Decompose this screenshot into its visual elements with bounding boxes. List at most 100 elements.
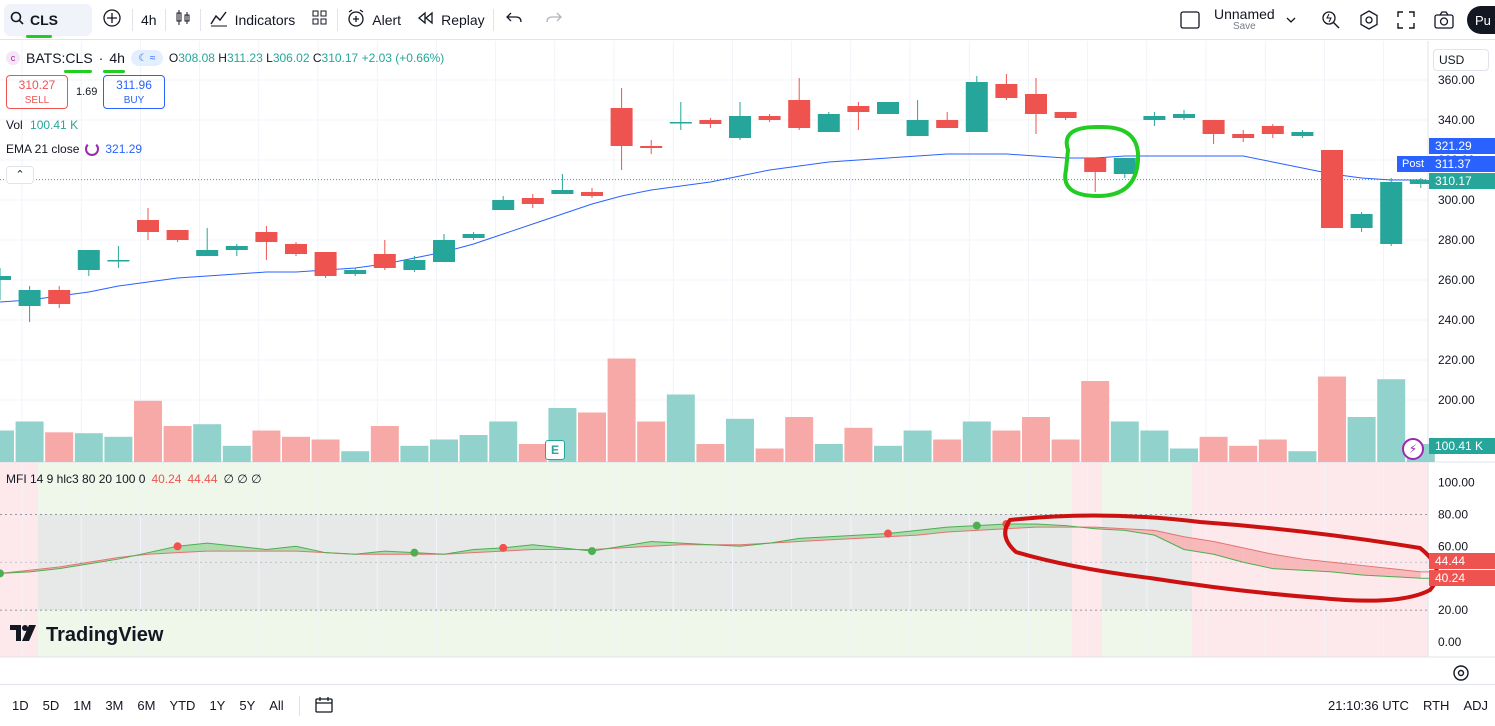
publish-button[interactable]: Pu bbox=[1467, 6, 1495, 34]
chart-type-button[interactable] bbox=[166, 0, 200, 40]
range-button-all[interactable]: All bbox=[269, 698, 284, 713]
legend-interval[interactable]: 4h bbox=[109, 50, 125, 66]
candle-body bbox=[1409, 180, 1432, 184]
legend-symbol[interactable]: BATS:CLS bbox=[26, 50, 93, 66]
volume-bar bbox=[104, 436, 133, 462]
layout-checkbox[interactable] bbox=[1180, 11, 1200, 32]
compare-button[interactable] bbox=[92, 0, 132, 40]
candle bbox=[640, 140, 663, 154]
candle bbox=[965, 76, 988, 132]
adj-button[interactable]: ADJ bbox=[1463, 698, 1488, 713]
candle-body bbox=[581, 192, 603, 196]
mfi-label: MFI 14 9 hlc3 80 20 100 0 bbox=[6, 472, 146, 486]
mfi-cross-dot bbox=[173, 542, 182, 551]
timezone-settings-icon[interactable] bbox=[1452, 664, 1470, 687]
range-button-5d[interactable]: 5D bbox=[42, 698, 60, 713]
range-button-5y[interactable]: 5Y bbox=[239, 698, 256, 713]
session-button[interactable]: RTH bbox=[1422, 698, 1450, 713]
candle bbox=[0, 268, 11, 300]
chevron-down-icon[interactable] bbox=[1285, 12, 1297, 28]
volume-legend[interactable]: Vol 100.41 K bbox=[6, 118, 78, 132]
volume-bar bbox=[1199, 436, 1228, 462]
settings-hexagon-icon[interactable] bbox=[1358, 9, 1380, 34]
volume-bar bbox=[252, 430, 281, 462]
candle bbox=[18, 286, 41, 322]
candle bbox=[373, 240, 396, 270]
loading-spinner-icon bbox=[85, 142, 100, 156]
candle bbox=[1084, 158, 1107, 192]
volume-bar bbox=[666, 394, 695, 462]
volume-bar bbox=[1288, 451, 1317, 462]
sell-button[interactable]: 310.27 SELL bbox=[6, 75, 68, 109]
candle-body bbox=[1143, 116, 1166, 120]
interval-button[interactable]: 4h bbox=[133, 0, 165, 40]
annotation-underline bbox=[103, 70, 125, 73]
candle bbox=[77, 250, 100, 276]
range-button-1m[interactable]: 1M bbox=[73, 698, 92, 713]
mfi-bearish-zone bbox=[1072, 462, 1102, 657]
volume-bar bbox=[578, 412, 606, 462]
mfi-value-2: 44.44 bbox=[187, 472, 218, 486]
range-button-6m[interactable]: 6M bbox=[137, 698, 156, 713]
indicators-button[interactable]: Indicators bbox=[201, 0, 304, 40]
replay-label: Replay bbox=[441, 11, 485, 28]
ema-line bbox=[0, 153, 1451, 303]
volume-bar bbox=[1051, 439, 1080, 462]
range-button-ytd[interactable]: YTD bbox=[169, 698, 196, 713]
candle-body bbox=[492, 200, 515, 210]
candle bbox=[462, 232, 485, 240]
replay-button[interactable]: Replay bbox=[409, 0, 493, 40]
volume-bar bbox=[459, 435, 488, 462]
collapse-legend-button[interactable]: ⌃ bbox=[6, 166, 34, 184]
candle-body bbox=[196, 250, 219, 256]
candle bbox=[1232, 130, 1255, 142]
annotation-green-circle bbox=[1063, 124, 1141, 199]
candle bbox=[1173, 110, 1195, 120]
currency-selector[interactable]: USD bbox=[1433, 49, 1489, 71]
layout-name-button[interactable]: Unnamed Save bbox=[1214, 6, 1275, 32]
candle-body bbox=[551, 190, 574, 194]
range-button-1y[interactable]: 1Y bbox=[209, 698, 226, 713]
mfi-badge-2: 40.24 bbox=[1429, 570, 1495, 586]
quick-search-icon[interactable] bbox=[1320, 9, 1342, 34]
candle-body bbox=[1232, 134, 1255, 138]
volume-bar bbox=[755, 448, 784, 462]
volume-bar bbox=[15, 421, 44, 462]
alert-button[interactable]: Alert bbox=[338, 0, 409, 40]
templates-button[interactable] bbox=[303, 0, 337, 40]
buy-button[interactable]: 311.96 BUY bbox=[103, 75, 165, 109]
range-button-1d[interactable]: 1D bbox=[12, 698, 29, 713]
candle bbox=[344, 268, 367, 276]
mfi-fill bbox=[1184, 536, 1214, 555]
price-tick-label: 260.00 bbox=[1438, 273, 1475, 287]
calendar-icon[interactable] bbox=[308, 695, 340, 716]
earnings-marker[interactable]: E bbox=[545, 440, 565, 460]
rewind-icon bbox=[417, 11, 435, 28]
candle-body bbox=[18, 290, 41, 306]
candle-body bbox=[729, 116, 751, 138]
chart-canvas[interactable]: 360.00340.00320.00300.00280.00260.00240.… bbox=[0, 41, 1495, 658]
mfi-fill bbox=[917, 527, 948, 536]
candle bbox=[1113, 158, 1136, 178]
symbol-search-button[interactable]: CLS bbox=[4, 3, 92, 38]
candle-body bbox=[1113, 158, 1136, 174]
fullscreen-icon[interactable] bbox=[1396, 10, 1416, 33]
clock-label[interactable]: 21:10:36 UTC bbox=[1328, 698, 1409, 713]
tradingview-logo[interactable]: TradingView bbox=[10, 624, 163, 647]
camera-icon[interactable] bbox=[1433, 10, 1455, 33]
redo-button[interactable] bbox=[534, 0, 574, 40]
candle bbox=[847, 102, 870, 130]
lightning-icon[interactable]: ⚡ bbox=[1402, 438, 1424, 460]
undo-button[interactable] bbox=[494, 0, 534, 40]
mfi-legend[interactable]: MFI 14 9 hlc3 80 20 100 0 40.24 44.44 ∅ … bbox=[6, 472, 262, 486]
mfi-fill bbox=[207, 543, 237, 552]
price-tick-label: 340.00 bbox=[1438, 113, 1475, 127]
mfi-cross-dot bbox=[588, 547, 596, 556]
mfi-fill bbox=[651, 541, 681, 547]
range-button-3m[interactable]: 3M bbox=[105, 698, 124, 713]
candle bbox=[492, 196, 515, 210]
ema-price-badge: 321.29 bbox=[1429, 138, 1495, 154]
candle-body bbox=[1202, 120, 1225, 134]
volume-bar bbox=[400, 445, 429, 462]
ema-legend[interactable]: EMA 21 close 321.29 bbox=[6, 142, 142, 156]
